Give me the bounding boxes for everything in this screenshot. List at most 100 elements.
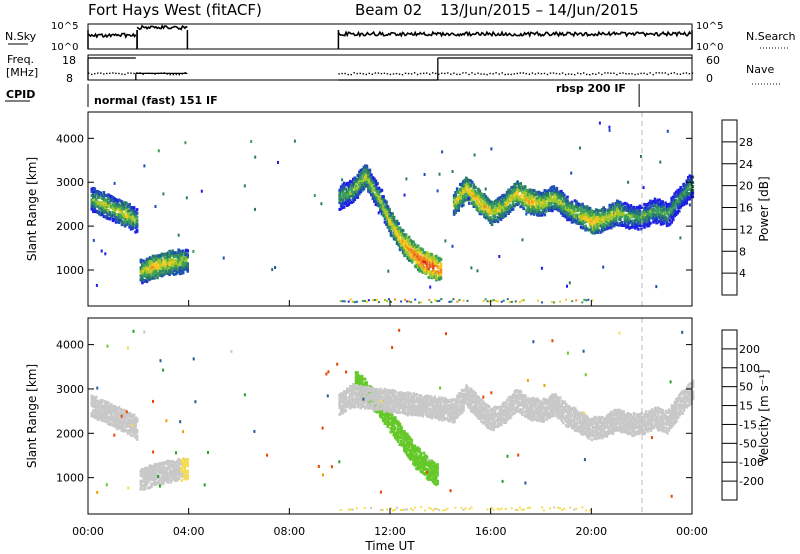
- sparse-cell: [476, 269, 479, 273]
- power-cell: [370, 187, 373, 191]
- velocity-cell: [132, 413, 136, 417]
- velocity-cell: [451, 406, 455, 410]
- velocity-cell: [430, 413, 434, 417]
- power-cell: [611, 216, 615, 219]
- velocity-cell: [117, 426, 121, 430]
- power-cell: [362, 169, 366, 173]
- power-cell: [543, 206, 547, 210]
- power-cell: [107, 201, 110, 205]
- power-cell: [184, 251, 188, 255]
- power-cell: [379, 188, 382, 192]
- power-cell: [105, 204, 109, 208]
- velocity-cell: [400, 436, 403, 440]
- velocity-cell: [354, 380, 358, 384]
- power-cell: [426, 258, 429, 262]
- power-cell: [406, 247, 409, 251]
- velocity-cell: [441, 404, 444, 408]
- velocity-cell: [159, 477, 162, 481]
- velocity-cell: [439, 402, 443, 406]
- power-cell: [424, 251, 428, 255]
- velocity-cell: [433, 478, 436, 482]
- power-cell: [635, 212, 639, 216]
- sparse-cell: [377, 211, 380, 215]
- velocity-cell: [376, 407, 379, 410]
- power-cell: [452, 196, 456, 200]
- nave-dot: [88, 72, 90, 74]
- power-cell: [108, 203, 112, 207]
- power-cell: [410, 240, 414, 244]
- velocity-cell: [128, 421, 131, 425]
- velocity-cell: [361, 394, 364, 398]
- power-cell: [391, 212, 394, 216]
- velocity-cell: [134, 423, 137, 427]
- cpid-mode-1: normal (fast) 151 IF: [94, 94, 218, 107]
- velocity-cell: [150, 470, 153, 474]
- power-cell: [555, 207, 559, 211]
- power-cell: [647, 217, 651, 221]
- power-cell: [691, 185, 695, 188]
- velocity-cell: [163, 466, 167, 470]
- velocity-cell: [378, 414, 382, 418]
- power-cell: [685, 185, 689, 189]
- power-cell: [658, 215, 661, 219]
- velocity-cell: [123, 411, 127, 415]
- power-cell: [180, 256, 183, 260]
- power-cell: [641, 222, 645, 226]
- power-cell: [552, 190, 556, 194]
- velocity-cell: [171, 464, 174, 467]
- power-cell: [576, 213, 580, 217]
- power-cell: [380, 210, 384, 214]
- power-cell: [116, 204, 119, 208]
- velocity-cell: [427, 473, 430, 476]
- velocity-cell: [356, 374, 359, 378]
- power-cell: [483, 209, 486, 213]
- nave-dot: [389, 73, 392, 76]
- power-cell: [421, 267, 425, 271]
- power-cell: [597, 224, 601, 228]
- power-cell: [471, 191, 474, 195]
- velocity-cell: [428, 471, 432, 475]
- power-cell: [128, 209, 131, 213]
- velocity-cell: [104, 409, 107, 413]
- power-cell: [528, 192, 531, 196]
- velocity-cell: [105, 403, 109, 407]
- sparse-cell: [222, 256, 225, 260]
- power-cell: [649, 206, 652, 210]
- power-cell: [392, 234, 396, 238]
- power-cell: [397, 227, 400, 231]
- power-cell: [528, 190, 531, 194]
- power-cell: [570, 200, 574, 204]
- velocity-cell: [184, 458, 188, 462]
- power-cell: [165, 258, 168, 262]
- velocity-cell: [123, 428, 127, 432]
- power-cell: [629, 204, 633, 208]
- velocity-cell: [339, 411, 343, 415]
- velocity-cell: [131, 414, 134, 418]
- velocity-cell: [360, 382, 364, 386]
- colorbar-tick-label: 16: [739, 202, 753, 215]
- power-cell: [96, 202, 100, 206]
- power-cell: [490, 206, 494, 210]
- power-cell: [142, 259, 146, 263]
- velocity-cell: [385, 402, 388, 406]
- power-cell: [632, 209, 636, 213]
- velocity-cell: [415, 392, 418, 396]
- velocity-cell: [373, 396, 376, 400]
- power-cell: [570, 203, 574, 207]
- power-cell: [92, 194, 95, 198]
- power-cell: [614, 218, 618, 222]
- power-cell: [587, 213, 590, 217]
- power-cell: [625, 202, 628, 206]
- power-cell: [504, 194, 507, 197]
- velocity-cell: [410, 451, 414, 454]
- power-cell: [101, 197, 104, 200]
- power-cell: [516, 190, 519, 194]
- velocity-cell: [116, 410, 119, 414]
- power-cell: [359, 177, 363, 181]
- velocity-cell: [432, 413, 435, 417]
- power-cell: [148, 275, 152, 279]
- velocity-cell: [386, 422, 390, 426]
- power-cell: [93, 195, 97, 199]
- velocity-cell: [410, 399, 414, 403]
- velocity-cell: [409, 399, 412, 403]
